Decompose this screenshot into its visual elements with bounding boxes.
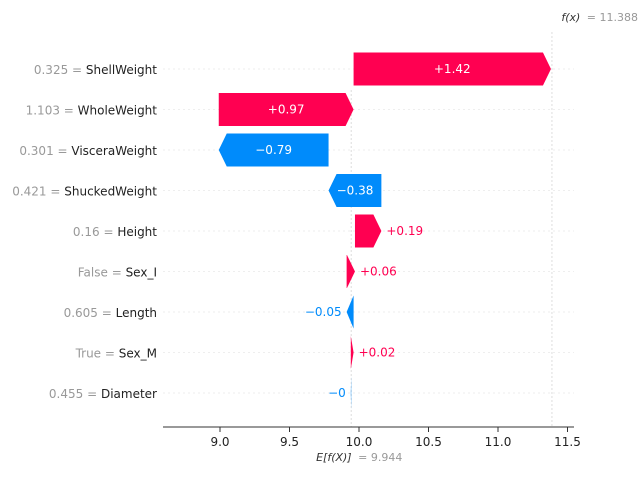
feature-name: VisceraWeight xyxy=(71,144,157,158)
feature-name: WholeWeight xyxy=(78,104,158,118)
feature-value: 0.301 = xyxy=(19,144,71,158)
x-tick-label: 9.0 xyxy=(210,435,229,449)
bar-label-VisceraWeight: −0.79 xyxy=(255,143,292,157)
output-label-value: = 11.388 xyxy=(587,11,638,24)
bar-label-Sex_M: +0.02 xyxy=(359,346,396,360)
feature-value: 0.605 = xyxy=(64,306,116,320)
feature-value: 0.325 = xyxy=(34,63,86,77)
feature-value: 0.421 = xyxy=(12,185,64,199)
output-label-prefix: f(x) xyxy=(561,11,580,24)
bar-label-Height: +0.19 xyxy=(386,224,423,238)
bar-label-ShellWeight: +1.42 xyxy=(434,62,471,76)
x-tick-label: 11.5 xyxy=(554,435,581,449)
bar-label-ShuckedWeight: −0.38 xyxy=(337,184,374,198)
x-tick-label: 10.5 xyxy=(415,435,442,449)
bar-label-WholeWeight: +0.97 xyxy=(268,103,305,117)
feature-name: Sex_M xyxy=(119,347,157,361)
feature-value: True = xyxy=(75,347,119,361)
feature-name: Diameter xyxy=(101,387,157,401)
feature-label-Height: 0.16 = Height xyxy=(73,225,157,239)
feature-label-VisceraWeight: 0.301 = VisceraWeight xyxy=(19,144,157,158)
feature-label-Diameter: 0.455 = Diameter xyxy=(49,387,157,401)
bar-Sex_M xyxy=(351,336,354,369)
bar-label-Sex_I: +0.06 xyxy=(360,265,397,279)
feature-label-Sex_M: True = Sex_M xyxy=(75,347,157,361)
feature-value: 0.16 = xyxy=(73,225,117,239)
base-label-prefix: E[f(X)] xyxy=(316,451,352,464)
feature-value: 1.103 = xyxy=(26,104,78,118)
bar-Length xyxy=(347,296,354,329)
bar-label-Length: −0.05 xyxy=(305,305,342,319)
feature-value: 0.455 = xyxy=(49,387,101,401)
feature-name: Height xyxy=(117,225,157,239)
output-value-label: f(x) = 11.388 xyxy=(561,11,638,24)
feature-name: ShuckedWeight xyxy=(64,185,157,199)
base-value-label: E[f(X)] = 9.944 xyxy=(316,451,402,464)
feature-name: Length xyxy=(116,306,157,320)
bar-Height xyxy=(355,215,381,248)
feature-label-ShuckedWeight: 0.421 = ShuckedWeight xyxy=(12,185,157,199)
feature-label-Sex_I: False = Sex_I xyxy=(78,266,157,280)
base-label-value: = 9.944 xyxy=(358,451,402,464)
feature-label-WholeWeight: 1.103 = WholeWeight xyxy=(26,104,158,118)
x-tick-label: 9.5 xyxy=(280,435,299,449)
feature-label-Length: 0.605 = Length xyxy=(64,306,157,320)
feature-value: False = xyxy=(78,266,126,280)
feature-name: Sex_I xyxy=(126,266,157,280)
x-tick-label: 11.0 xyxy=(485,435,512,449)
x-tick-label: 10.0 xyxy=(346,435,373,449)
feature-name: ShellWeight xyxy=(86,63,157,77)
bar-label-Diameter: −0 xyxy=(328,386,346,400)
feature-label-ShellWeight: 0.325 = ShellWeight xyxy=(34,63,157,77)
